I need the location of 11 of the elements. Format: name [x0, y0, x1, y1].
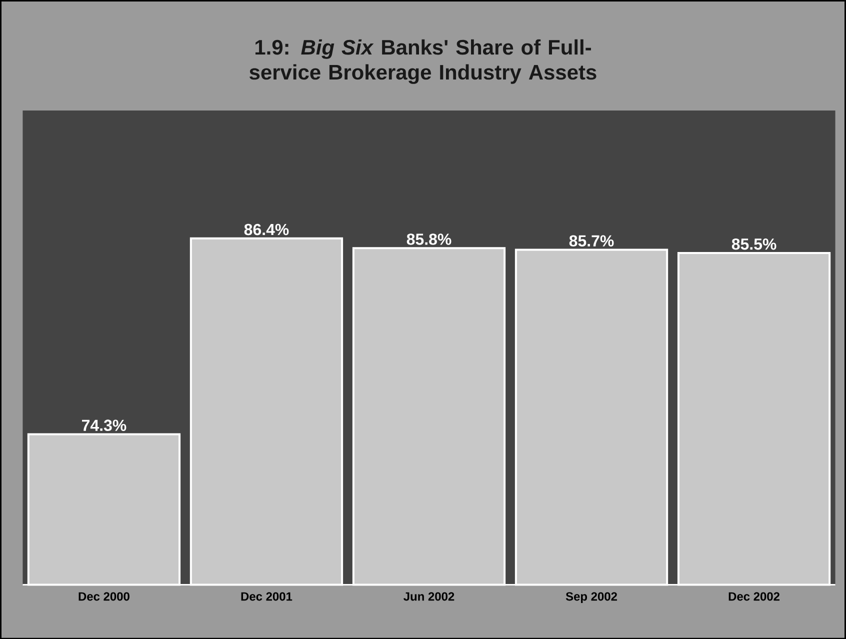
data-label: 86.4% — [244, 224, 289, 236]
x-tick-label: Dec 2000 — [78, 592, 130, 601]
data-label: 85.5% — [732, 238, 776, 250]
data-label: 85.7% — [569, 235, 614, 246]
x-tick-label: Sep 2002 — [566, 592, 617, 603]
chart-title: 1.9: Big Six Banks' Share of Full-service Brokerage Industry Assets — [250, 39, 596, 84]
data-label: 85.8% — [406, 233, 452, 245]
x-tick-label: Dec 2001 — [241, 592, 292, 601]
x-tick-label: Jun 2002 — [404, 592, 454, 601]
x-tick-label: Dec 2002 — [728, 592, 780, 601]
data-label: 74.3% — [82, 420, 126, 431]
